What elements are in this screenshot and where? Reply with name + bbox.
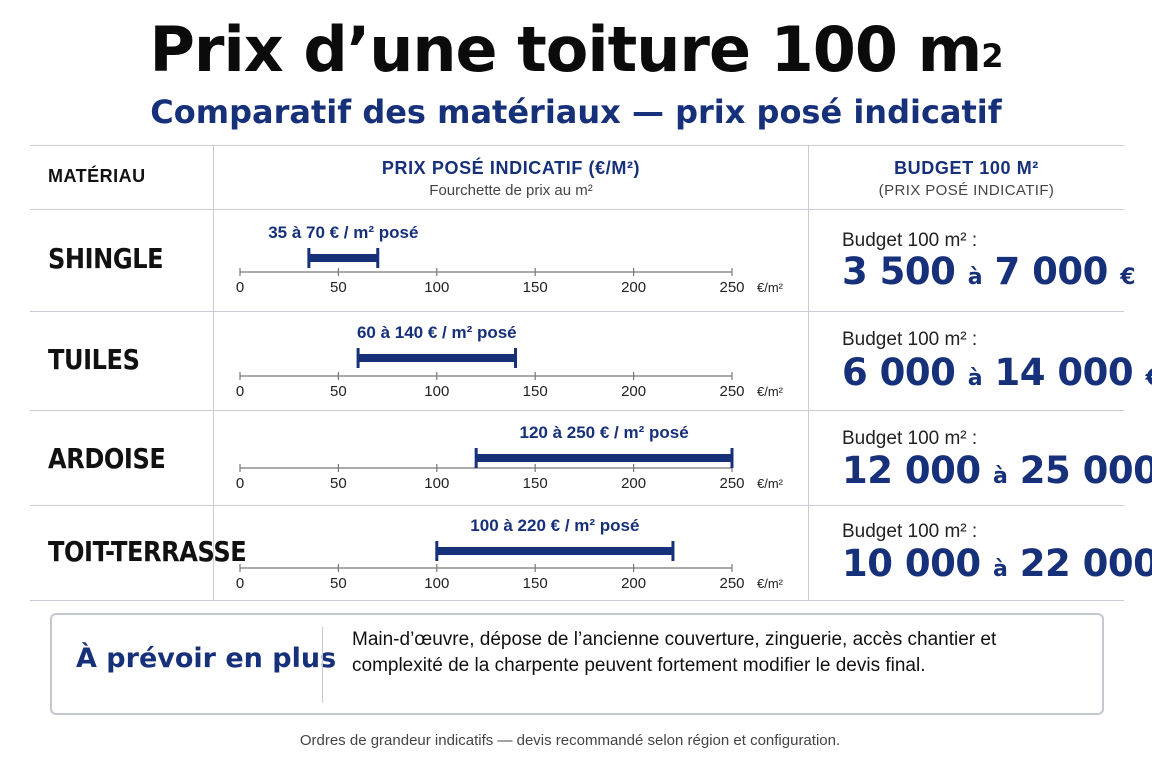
axis-tick-label: 200 [621,383,646,400]
budget-to: 25 000 [1019,449,1152,492]
axis-tick-label: 150 [523,475,548,492]
axis-tick-label: 100 [424,475,449,492]
header-budget-subtitle: (PRIX POSÉ INDICATIF) [878,182,1055,199]
budget-from: 3 500 [842,250,956,293]
row-divider [30,311,1124,312]
header-budget: BUDGET 100 M² [894,158,1039,178]
range-data-label: 35 à 70 € / m² posé [268,223,418,242]
material-name-shingle: SHINGLE [48,242,164,275]
budget-label: Budget 100 m² : [842,329,978,350]
axis-tick-label: 0 [236,575,244,592]
note-divider [322,627,323,703]
axis-tick-label: 250 [719,383,744,400]
page-subtitle: Comparatif des matériaux — prix posé ind… [150,93,1002,131]
budget-to: 7 000 [994,250,1109,293]
budget-unit: € [1120,265,1136,290]
budget-label: Budget 100 m² : [842,428,978,449]
budget-value-toit-terrasse: 10 000 à 22 000 € [842,542,1152,585]
budget-unit: € [1146,366,1152,391]
budget-value-ardoise: 12 000 à 25 000 € [842,449,1152,492]
page-title: Prix d’une toiture 100 m2 [0,10,1152,90]
material-name-toit-terrasse: TOIT-TERRASSE [48,535,247,568]
range-bar [476,454,732,462]
axis-tick-label: 50 [330,279,347,296]
axis-tick-label: 250 [719,575,744,592]
axis-tick-label: 200 [621,475,646,492]
axis-unit-label: €/m² [757,576,784,591]
axis-tick-label: 50 [330,475,347,492]
note-text: Main-d’œuvre, dépose de l’ancienne couve… [352,629,997,676]
header-price: PRIX POSÉ INDICATIF (€/M²) [381,158,641,178]
budget-label: Budget 100 m² : [842,230,978,251]
row-divider [30,209,1124,210]
row-divider [30,410,1124,411]
budget-to: 22 000 [1019,542,1152,585]
header-price-subtitle: Fourchette de prix au m² [429,182,593,199]
page-title-text: Prix d’une toiture 100 m [149,13,982,86]
axis-unit-label: €/m² [757,476,784,491]
budget-word: à [967,265,983,290]
budget-word: à [993,464,1008,489]
axis-tick-label: 100 [424,279,449,296]
axis-tick-label: 0 [236,279,244,296]
column-divider [808,146,809,600]
column-divider [213,146,214,600]
budget-from: 12 000 [842,449,981,492]
budget-to: 14 000 [994,351,1134,394]
budget-value-shingle: 3 500 à 7 000 € [842,250,1136,293]
material-name-tuiles: TUILES [48,343,140,376]
note-box: À prévoir en plus Main-d’œuvre, dépose d… [50,613,1104,715]
range-bar [308,254,378,262]
footer-note: Ordres de grandeur indicatifs — devis re… [299,732,841,749]
budget-from: 6 000 [842,351,956,394]
price-range-chart: 0 50 100 150 200 250 €/m² 35 à 70 € / m² posé 0 5… [236,223,784,592]
material-name-ardoise: ARDOISE [48,442,166,475]
budget-word: à [993,557,1008,582]
budget-value-tuiles: 6 000 à 14 000 € [842,351,1152,394]
axis-tick-label: 100 [424,383,449,400]
axis-tick-label: 200 [621,575,646,592]
range-bar [436,547,673,555]
range-data-label: 120 à 250 € / m² posé [520,423,689,442]
range-data-label: 100 à 220 € / m² posé [470,516,639,535]
axis-tick-label: 50 [330,575,347,592]
range-bar [358,354,516,362]
range-data-label: 60 à 140 € / m² posé [357,323,517,342]
axis-tick-label: 150 [523,383,548,400]
page-title-superscript: 2 [981,37,1003,75]
budget-label: Budget 100 m² : [842,521,978,542]
header-material: MATÉRIAU [48,166,146,186]
axis-tick-label: 150 [523,575,548,592]
row-divider [30,505,1124,506]
axis-tick-label: 50 [330,383,347,400]
axis-tick-label: 250 [719,279,744,296]
budget-word: à [967,366,983,391]
axis-tick-label: 0 [236,475,244,492]
budget-from: 10 000 [842,542,981,585]
note-title: À prévoir en plus [76,643,337,674]
axis-tick-label: 200 [621,279,646,296]
axis-tick-label: 0 [236,383,244,400]
axis-tick-label: 250 [719,475,744,492]
axis-tick-label: 100 [424,575,449,592]
axis-unit-label: €/m² [757,280,784,295]
comparison-table: MATÉRIAU PRIX POSÉ INDICATIF (€/M²) Four… [30,145,1152,601]
axis-unit-label: €/m² [757,384,784,399]
axis-tick-label: 150 [523,279,548,296]
